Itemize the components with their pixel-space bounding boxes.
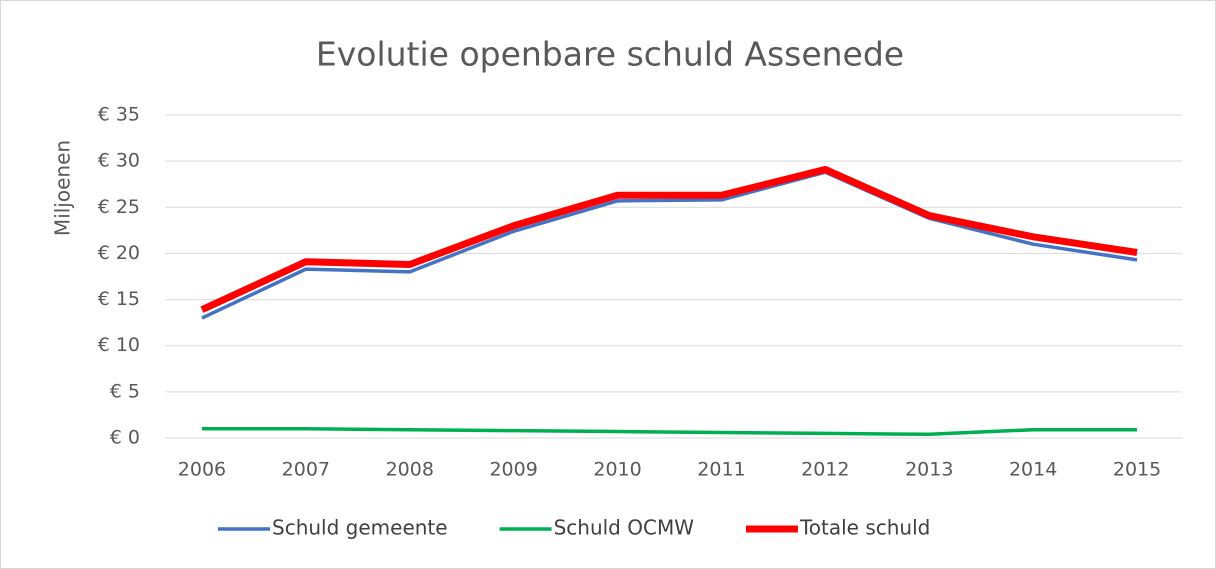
- x-tick-label: 2013: [905, 459, 953, 481]
- y-tick-label: € 35: [98, 104, 140, 126]
- x-tick-label: 2007: [282, 459, 330, 481]
- y-tick-label: € 20: [98, 242, 140, 264]
- x-tick-label: 2008: [386, 459, 434, 481]
- y-tick-label: € 25: [98, 196, 140, 218]
- series-line: [200, 165, 1138, 313]
- x-tick-label: 2011: [697, 459, 745, 481]
- legend-label: Totale schuld: [799, 516, 930, 540]
- y-tick-label: € 15: [98, 288, 140, 310]
- x-tick-label: 2010: [593, 459, 641, 481]
- y-tick-label: € 10: [98, 334, 140, 356]
- x-tick-label: 2015: [1113, 459, 1161, 481]
- x-tick-label: 2014: [1009, 459, 1057, 481]
- y-axis-label: Miljoenen: [51, 140, 75, 236]
- legend-label: Schuld OCMW: [554, 516, 695, 540]
- x-tick-label: 2012: [801, 459, 849, 481]
- series-line: [201, 170, 1138, 320]
- y-tick-label: € 30: [98, 150, 140, 172]
- x-tick-label: 2006: [178, 459, 226, 481]
- chart-title: Evolutie openbare schuld Assenede: [316, 35, 904, 74]
- y-tick-label: € 5: [110, 380, 140, 402]
- y-tick-label: € 0: [110, 427, 140, 449]
- legend-label: Schuld gemeente: [272, 516, 448, 540]
- x-tick-label: 2009: [489, 459, 537, 481]
- series-line: [201, 427, 1138, 437]
